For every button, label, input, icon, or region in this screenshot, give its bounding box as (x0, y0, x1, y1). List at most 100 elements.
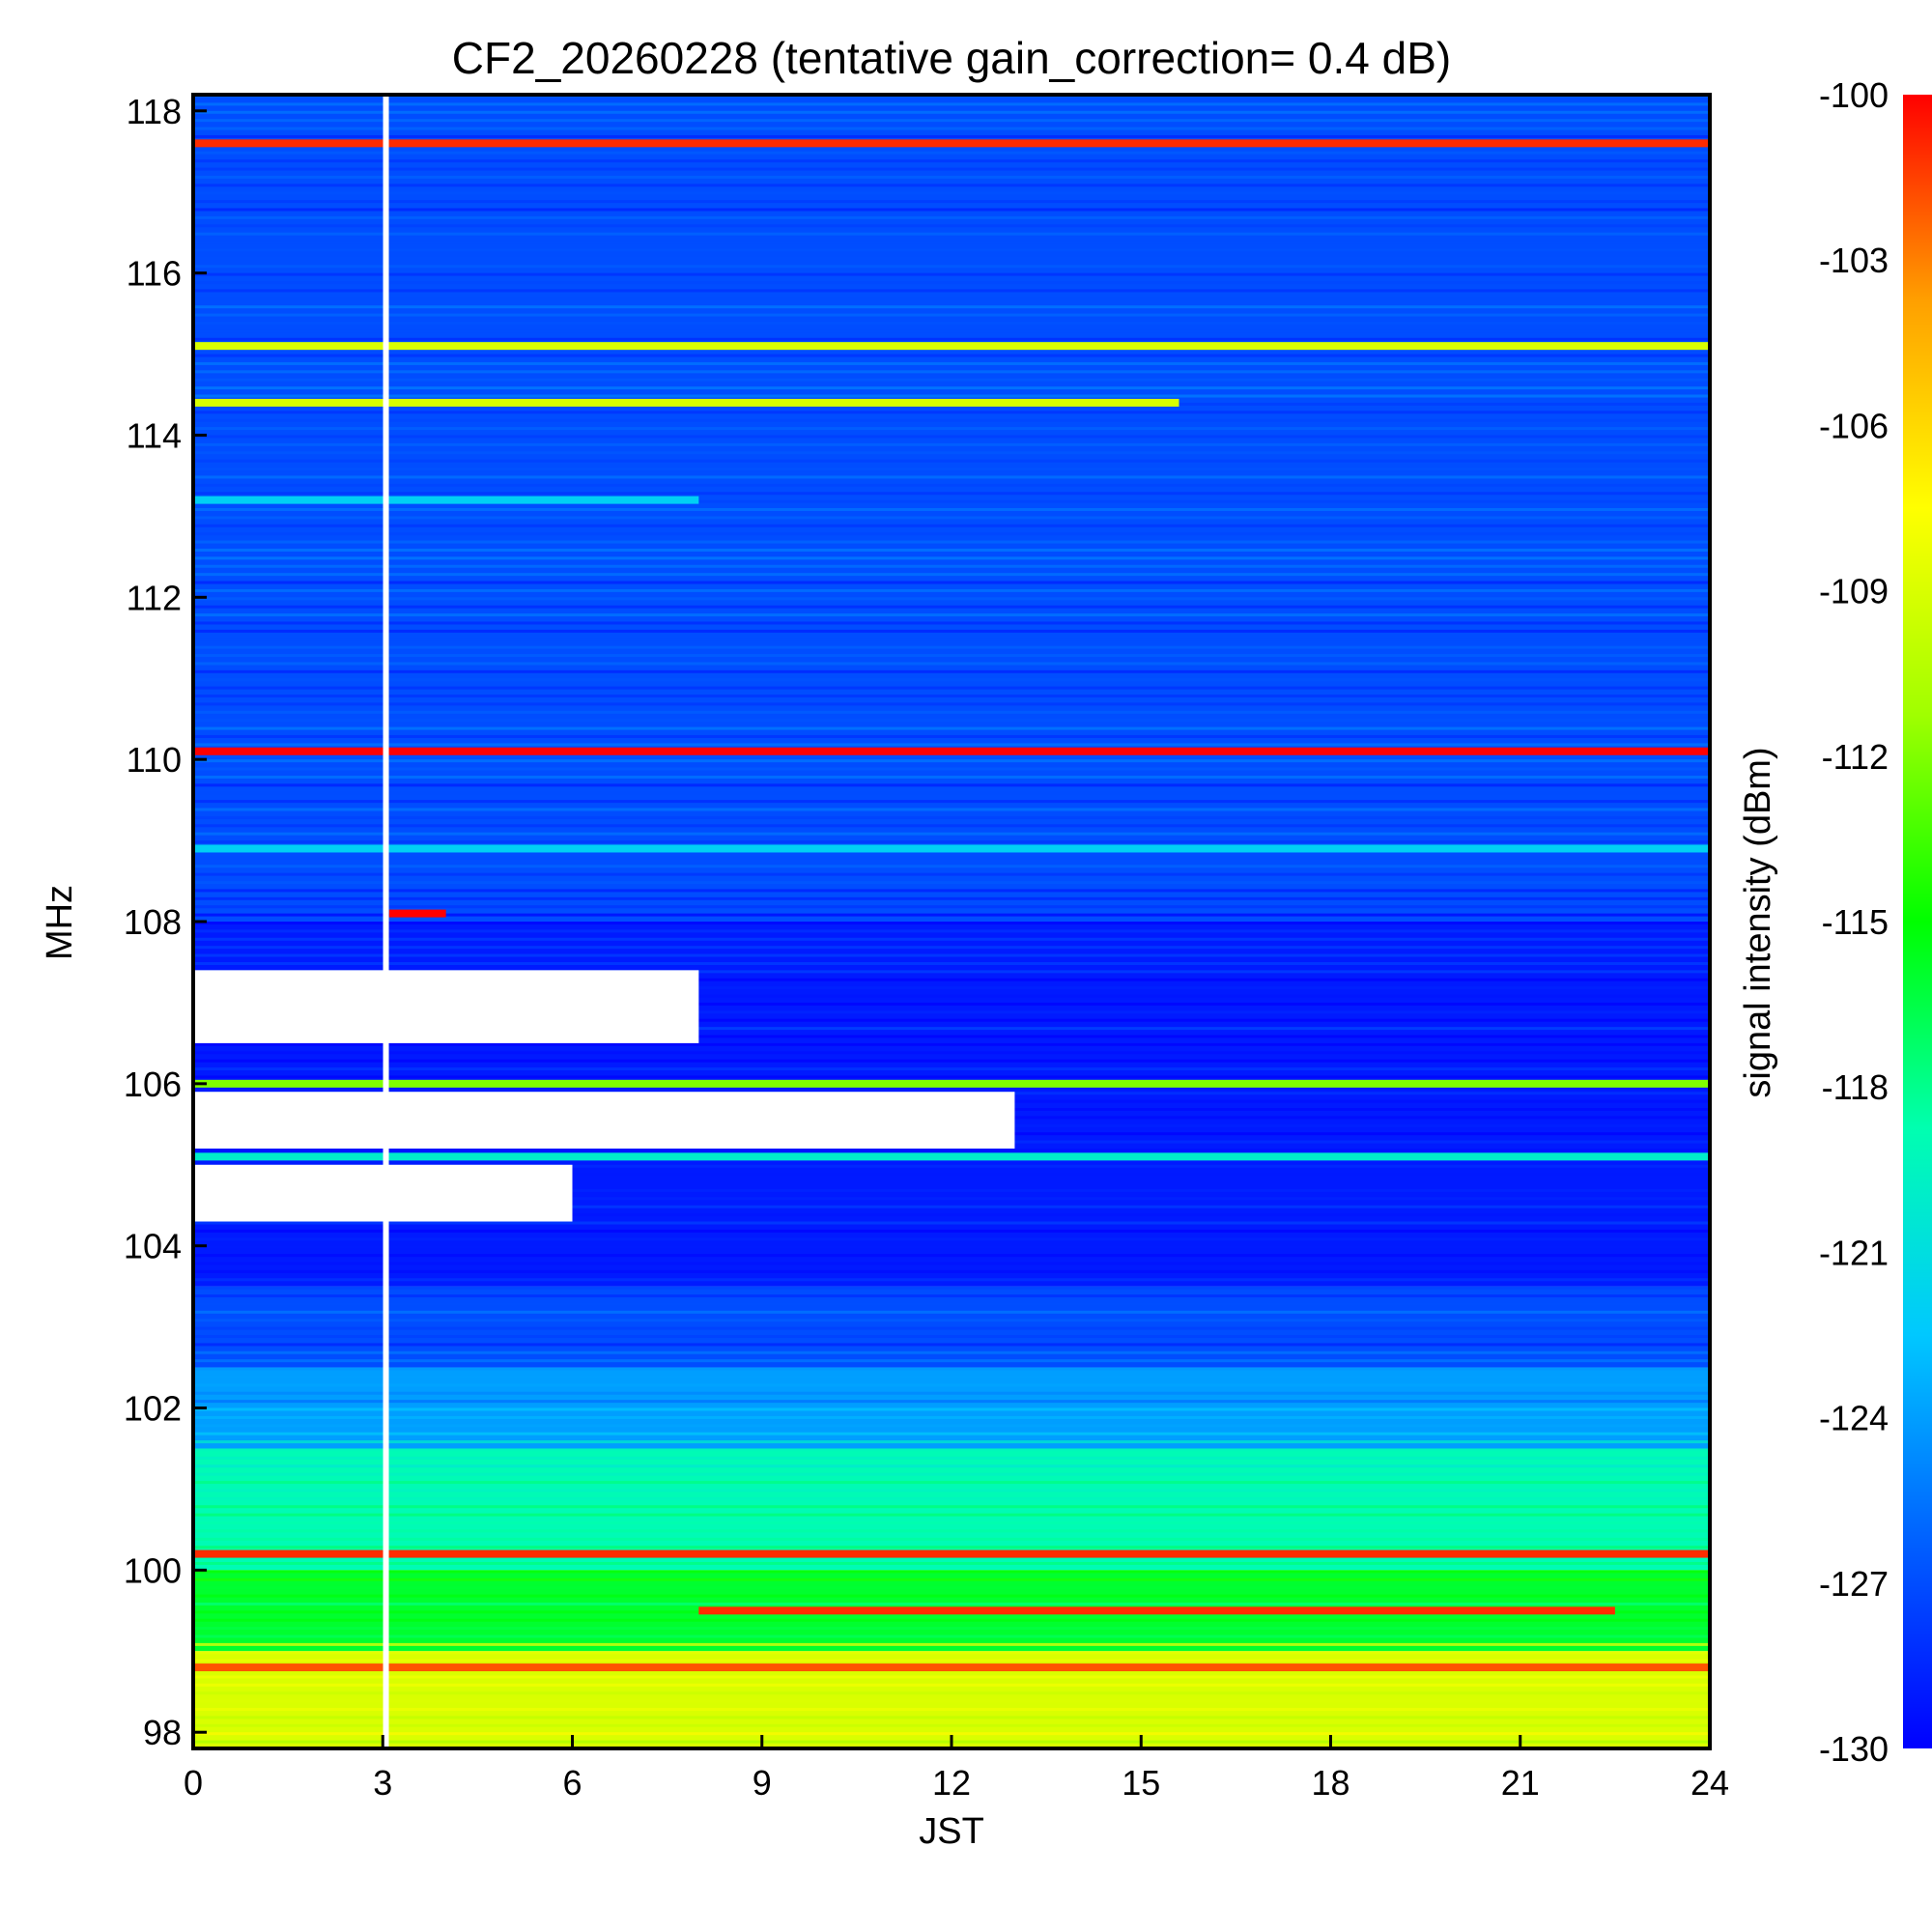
noise-stripe (193, 922, 1710, 924)
noise-stripe (193, 110, 1710, 114)
noise-stripe (193, 516, 1710, 520)
y-tick-label: 116 (127, 254, 182, 294)
noise-stripe (193, 1618, 1710, 1622)
noise-stripe (193, 695, 1710, 698)
noise-stripe (193, 1424, 1710, 1428)
noise-stripe (193, 564, 1710, 568)
y-tick-label: 106 (124, 1065, 182, 1104)
noise-stripe (193, 937, 1710, 941)
noise-stripe (193, 191, 1710, 195)
noise-stripe (193, 1489, 1710, 1492)
noise-stripe (193, 442, 1710, 446)
colorbar-tick-label: -106 (1819, 406, 1889, 445)
noise-stripe (193, 1513, 1710, 1517)
noise-stripe (193, 1594, 1710, 1598)
x-tick-label: 6 (562, 1763, 582, 1803)
noise-stripe (193, 669, 1710, 673)
noise-stripe (193, 702, 1710, 706)
noise-stripe (193, 1286, 1710, 1290)
noise-stripe (193, 1310, 1710, 1314)
noise-stripe (193, 1262, 1710, 1265)
noise-stripe (193, 524, 1710, 527)
y-tick-label: 102 (124, 1389, 182, 1429)
noise-stripe (193, 1067, 1710, 1071)
noise-stripe (193, 856, 1710, 860)
noise-stripe (193, 208, 1710, 212)
noise-stripe (193, 1732, 1710, 1736)
noise-stripe (193, 297, 1710, 300)
noise-stripe (193, 726, 1710, 730)
noise-stripe (193, 1391, 1710, 1395)
y-axis-label: MHz (40, 885, 80, 960)
noise-stripe (193, 824, 1710, 828)
x-tick-label: 9 (753, 1763, 772, 1803)
noise-stripe (193, 313, 1710, 317)
noise-stripe (193, 386, 1710, 390)
noise-stripe (193, 896, 1710, 900)
x-tick-label: 24 (1690, 1763, 1729, 1803)
noise-stripe (193, 946, 1710, 950)
noise-stripe (193, 1683, 1710, 1687)
y-tick-label: 112 (127, 578, 182, 617)
colorbar-tick-label: -118 (1822, 1067, 1889, 1107)
noise-stripe (193, 451, 1710, 455)
noise-stripe (193, 621, 1710, 625)
noise-stripe (193, 1521, 1710, 1525)
noise-stripe (193, 184, 1710, 187)
colorbar-axis: -100 -103 -106 -109 -112 -115 -118 -121 -124 -127… (1819, 75, 1889, 1769)
colorbar-tick-label: -121 (1819, 1233, 1889, 1272)
saturated-region (193, 970, 699, 1043)
noise-stripe (193, 1229, 1710, 1233)
noise-stripe (193, 573, 1710, 577)
noise-stripe (193, 427, 1710, 431)
noise-stripe (193, 102, 1710, 106)
colorbar-tick-label: -115 (1822, 902, 1889, 942)
noise-stripe (193, 556, 1710, 560)
noise-stripe (193, 1237, 1710, 1241)
noise-stripe (193, 248, 1710, 252)
noise-stripe (193, 281, 1710, 285)
saturated-layer (193, 970, 1015, 1222)
data-gap-layer (383, 95, 389, 1748)
noise-stripe (193, 1294, 1710, 1298)
noise-stripe (193, 378, 1710, 382)
noise-stripe (193, 734, 1710, 738)
noise-stripe (193, 815, 1710, 819)
noise-stripe (193, 1367, 1710, 1371)
noise-stripe (193, 970, 1710, 974)
noise-stripe (193, 953, 1710, 957)
noise-stripe (193, 1148, 1710, 1151)
noise-stripe (193, 1335, 1710, 1338)
noise-stripe (193, 1326, 1710, 1330)
noise-stripe (193, 1035, 1710, 1038)
noise-stripe (193, 1164, 1710, 1168)
noise-stripe (193, 159, 1710, 163)
y-tick-label: 108 (124, 902, 182, 942)
noise-stripe (193, 994, 1710, 998)
noise-stripe (193, 200, 1710, 204)
noise-stripe (193, 588, 1710, 592)
noise-stripe (193, 800, 1710, 804)
x-axis-label: JST (919, 1811, 984, 1852)
noise-stripe (193, 1651, 1710, 1655)
noise-stripe (193, 1586, 1710, 1590)
station-line (193, 844, 1710, 853)
noise-stripe (193, 1546, 1710, 1549)
station-line (193, 342, 1710, 351)
station-line (388, 909, 446, 918)
noise-stripe (193, 881, 1710, 885)
noise-stripe (193, 1010, 1710, 1014)
noise-stripe (193, 224, 1710, 228)
noise-stripe (193, 394, 1710, 398)
noise-stripe (193, 1180, 1710, 1184)
noise-stripe (193, 483, 1710, 487)
noise-stripe (193, 329, 1710, 333)
x-tick-label: 21 (1501, 1763, 1540, 1803)
noise-stripe (193, 1002, 1710, 1006)
y-tick-label: 114 (127, 415, 182, 455)
noise-stripe (193, 638, 1710, 641)
colorbar-tick-label: -103 (1819, 241, 1889, 280)
noise-stripe (193, 1173, 1710, 1177)
noise-stripe (193, 1602, 1710, 1605)
y-axis: 98 100 102 104 106 108 110 112 114 116 118 (124, 92, 207, 1752)
